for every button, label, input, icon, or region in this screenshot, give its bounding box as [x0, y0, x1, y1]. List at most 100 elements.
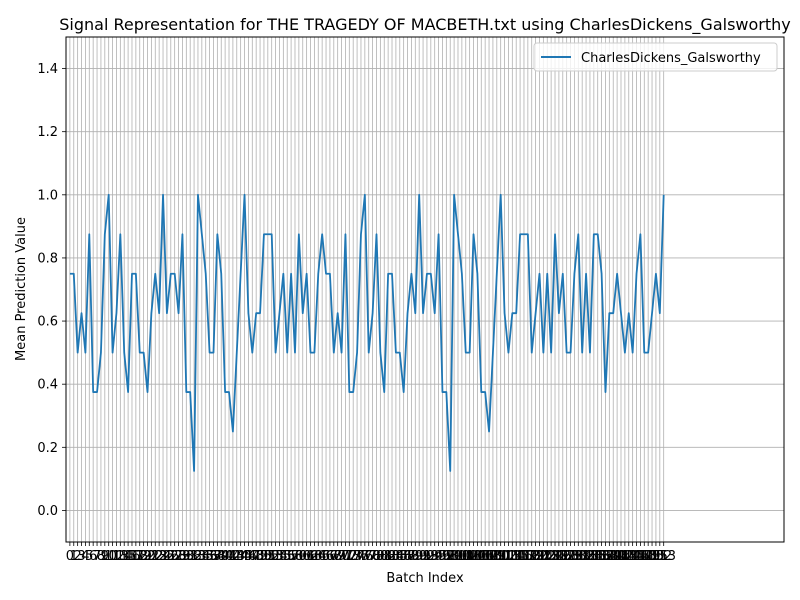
chart-title: Signal Representation for THE TRAGEDY OF… — [59, 15, 790, 35]
x-axis-ticks: 0123456789101112131415161718192021222324… — [66, 542, 676, 564]
x-tick-label: 38 — [209, 549, 226, 564]
y-tick-label: 1.0 — [37, 188, 58, 203]
x-tick-label: 100 — [446, 549, 471, 564]
x-tick-label: 8 — [97, 549, 105, 564]
x-tick-label: 45 — [236, 549, 253, 564]
x-tick-label: 25 — [159, 549, 176, 564]
x-tick-label: 60 — [294, 549, 311, 564]
x-tick-label: 132 — [570, 549, 595, 564]
x-tick-label: 15 — [120, 549, 137, 564]
x-tick-label: 136 — [585, 549, 610, 564]
x-tick-label: 140 — [601, 549, 626, 564]
x-tick-label: 135 — [581, 549, 606, 564]
x-tick-label: 87 — [399, 549, 416, 564]
x-tick-label: 127 — [550, 549, 575, 564]
x-tick-label: 115 — [504, 549, 529, 564]
x-tick-label: 125 — [543, 549, 568, 564]
x-axis-label: Batch Index — [386, 571, 464, 586]
x-tick-label: 97 — [438, 549, 455, 564]
x-tick-label: 77 — [360, 549, 377, 564]
x-tick-label: 72 — [341, 549, 358, 564]
x-tick-label: 99 — [446, 549, 463, 564]
x-tick-label: 53 — [267, 549, 284, 564]
x-tick-label: 11 — [104, 549, 121, 564]
x-tick-label: 92 — [419, 549, 436, 564]
x-tick-label: 44 — [232, 549, 249, 564]
x-tick-label: 9 — [101, 549, 109, 564]
x-tick-label: 71 — [337, 549, 354, 564]
legend: CharlesDickens_Galsworthy — [533, 42, 778, 72]
x-tick-label: 68 — [326, 549, 343, 564]
x-tick-label: 129 — [558, 549, 583, 564]
x-tick-label: 85 — [391, 549, 408, 564]
x-tick-label: 36 — [201, 549, 218, 564]
x-tick-label: 35 — [197, 549, 214, 564]
x-tick-label: 14 — [116, 549, 133, 564]
x-tick-label: 107 — [473, 549, 498, 564]
x-tick-label: 91 — [415, 549, 432, 564]
x-tick-label: 39 — [213, 549, 230, 564]
x-tick-label: 3 — [77, 549, 85, 564]
x-tick-label: 47 — [244, 549, 261, 564]
x-tick-label: 105 — [465, 549, 490, 564]
x-tick-label: 101 — [449, 549, 474, 564]
axes — [65, 36, 785, 543]
plot-frame — [65, 36, 785, 543]
y-axis-ticks: 0.0 0.2 0.4 0.6 0.8 1.0 1.2 1.4 — [37, 62, 66, 519]
x-tick-label: 93 — [423, 549, 440, 564]
x-tick-label: 146 — [624, 549, 649, 564]
x-tick-label: 48 — [248, 549, 265, 564]
x-tick-label: 139 — [597, 549, 622, 564]
x-tick-label: 89 — [407, 549, 424, 564]
x-tick-label: 69 — [329, 549, 346, 564]
x-tick-label: 113 — [496, 549, 521, 564]
y-tick-label: 0.6 — [37, 315, 58, 330]
x-tick-label: 52 — [263, 549, 280, 564]
x-tick-label: 20 — [139, 549, 156, 564]
x-tick-label: 22 — [147, 549, 164, 564]
x-tick-label: 33 — [190, 549, 207, 564]
x-tick-label: 80 — [372, 549, 389, 564]
x-tick-label: 114 — [500, 549, 525, 564]
x-tick-label: 126 — [546, 549, 571, 564]
x-tick-label: 67 — [322, 549, 339, 564]
x-tick-label: 6 — [89, 549, 97, 564]
x-tick-label: 24 — [155, 549, 172, 564]
x-tick-label: 88 — [403, 549, 420, 564]
x-tick-label: 121 — [527, 549, 552, 564]
x-tick-label: 21 — [143, 549, 160, 564]
series-line — [69, 193, 665, 472]
x-tick-label: 27 — [166, 549, 183, 564]
x-tick-label: 56 — [279, 549, 296, 564]
y-axis-label: Mean Prediction Value — [14, 217, 29, 361]
x-tick-label: 86 — [395, 549, 412, 564]
x-tick-label: 119 — [519, 549, 544, 564]
x-tick-label: 46 — [240, 549, 257, 564]
x-tick-label: 32 — [186, 549, 203, 564]
x-tick-label: 28 — [170, 549, 187, 564]
x-tick-label: 59 — [291, 549, 308, 564]
x-tick-label: 149 — [636, 549, 661, 564]
x-tick-label: 83 — [384, 549, 401, 564]
x-tick-label: 137 — [589, 549, 614, 564]
x-tick-label: 19 — [135, 549, 152, 564]
x-tick-label: 108 — [477, 549, 502, 564]
x-tick-label: 118 — [515, 549, 540, 564]
x-tick-label: 43 — [228, 549, 245, 564]
x-tick-label: 96 — [434, 549, 451, 564]
x-tick-label: 49 — [252, 549, 269, 564]
x-tick-label: 78 — [364, 549, 381, 564]
y-tick-label: 0.4 — [37, 378, 58, 393]
x-tick-label: 116 — [508, 549, 533, 564]
x-tick-label: 63 — [306, 549, 323, 564]
x-tick-label: 0 — [66, 549, 74, 564]
y-tick-label: 0.0 — [37, 504, 58, 519]
x-tick-label: 79 — [368, 549, 385, 564]
legend-box — [533, 42, 778, 72]
y-tick-label: 0.8 — [37, 251, 58, 266]
x-tick-label: 81 — [376, 549, 393, 564]
x-tick-label: 58 — [287, 549, 304, 564]
x-tick-label: 151 — [644, 549, 669, 564]
x-tick-label: 30 — [178, 549, 195, 564]
